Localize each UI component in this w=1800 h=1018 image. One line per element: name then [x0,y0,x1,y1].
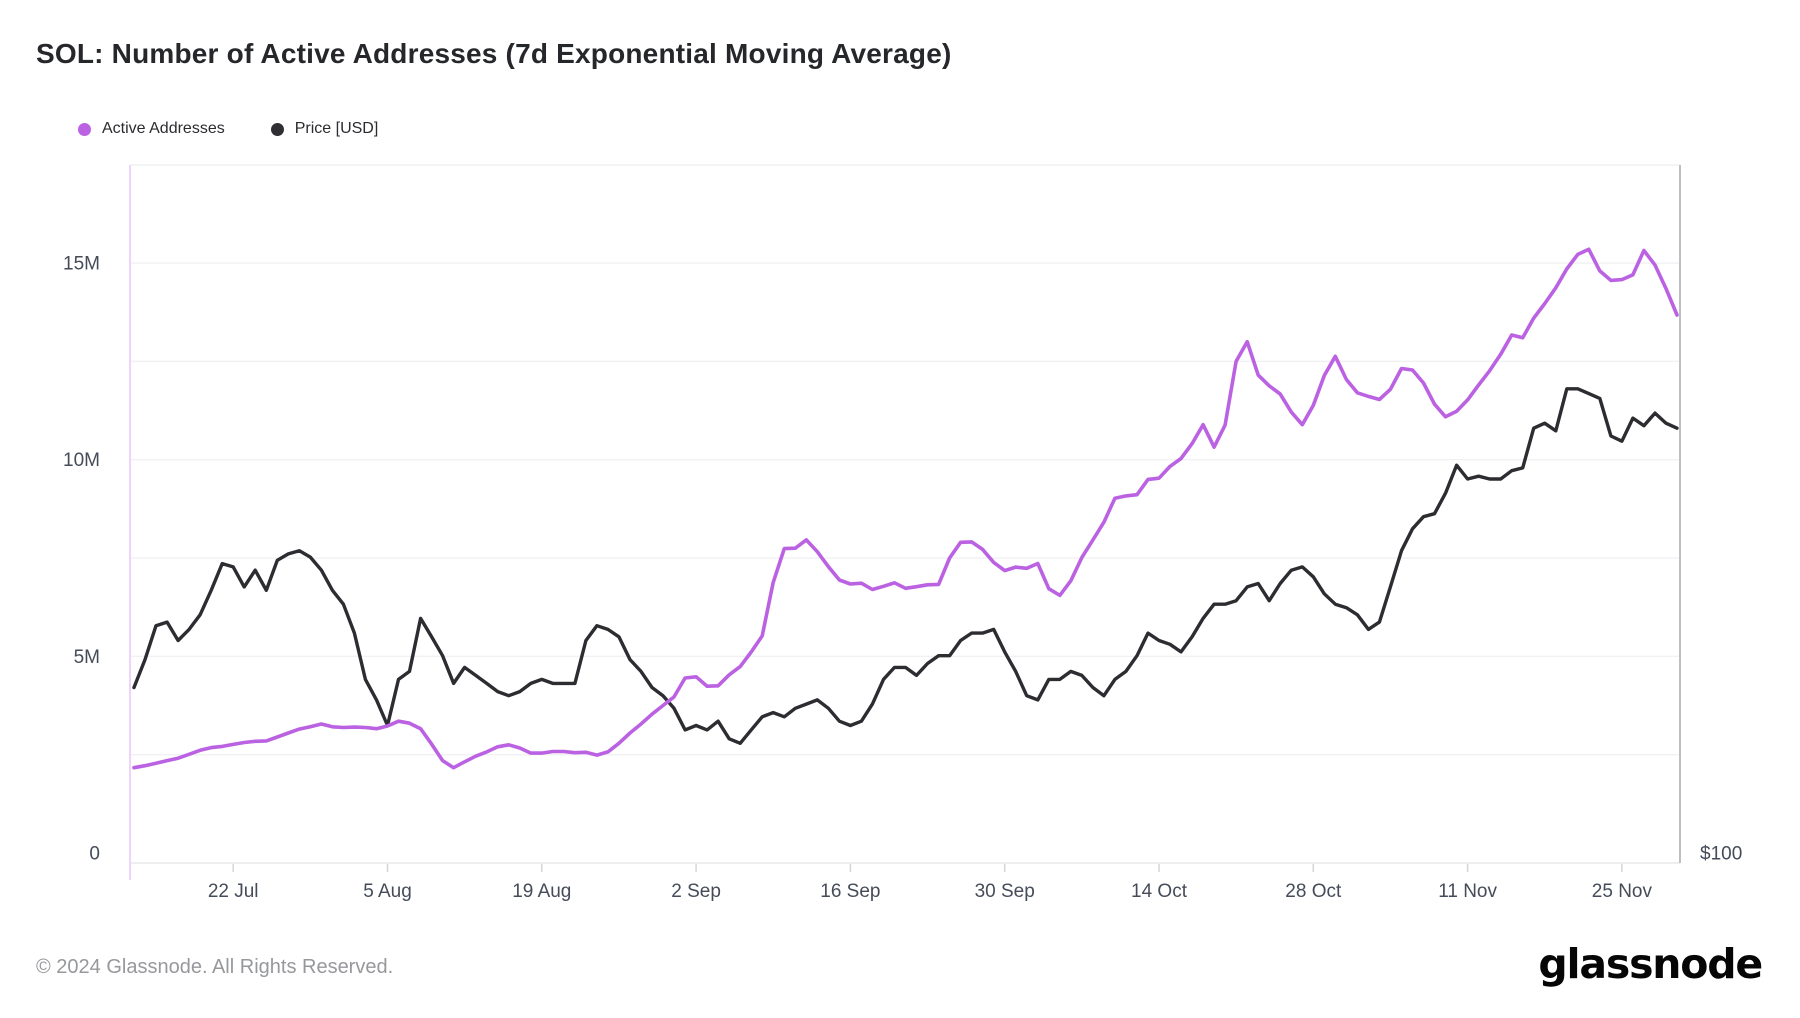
x-axis-label: 2 Sep [671,881,721,902]
copyright-text: © 2024 Glassnode. All Rights Reserved. [36,956,394,978]
legend-label-price: Price [USD] [294,120,379,137]
x-axis-label: 28 Oct [1285,881,1342,902]
page-title: SOL: Number of Active Addresses (7d Expo… [36,38,952,69]
x-axis-label: 14 Oct [1131,881,1188,902]
x-axis-label: 19 Aug [512,881,571,902]
x-axis-label: 11 Nov [1438,881,1497,902]
x-axis-label: 22 Jul [208,881,259,902]
legend-label-active-addresses: Active Addresses [102,120,225,137]
y-axis-label: 5M [74,647,100,668]
x-axis-label: 25 Nov [1592,881,1653,902]
chart-legend: Active Addresses Price [USD] [78,120,378,138]
x-axis-label: 16 Sep [820,881,880,902]
active-addresses-line[interactable] [132,247,1679,770]
legend-item-price[interactable]: Price [USD] [270,120,379,138]
legend-dot-active-addresses-icon [78,122,91,136]
y-axis-label: 10M [63,450,100,471]
legend-item-active-addresses[interactable]: Active Addresses [78,120,225,138]
price-line[interactable] [132,387,1679,745]
x-axis-label: 5 Aug [363,881,412,902]
price-axis-label: $100 [1700,844,1742,865]
glassnode-logo: glassnode [1538,940,1763,988]
x-axis-label: 30 Sep [975,881,1035,902]
y-axis-label: 15M [63,254,100,275]
legend-dot-price-icon [270,122,284,136]
y-axis-label: 0 [89,844,100,865]
